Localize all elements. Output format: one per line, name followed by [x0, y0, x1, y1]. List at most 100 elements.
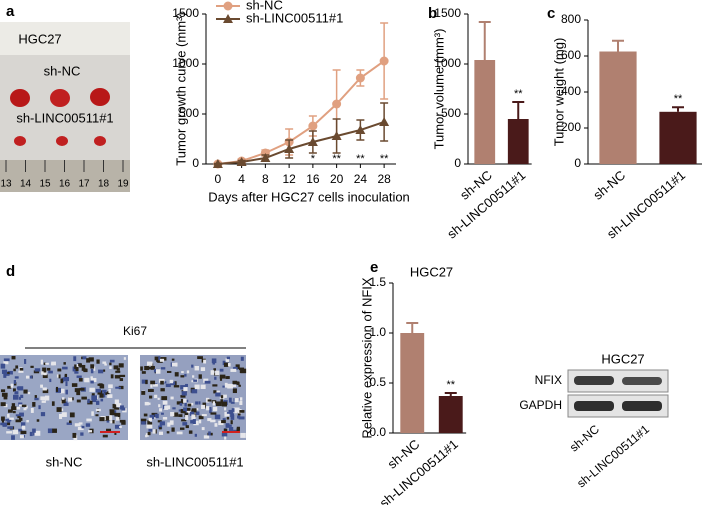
- ihc-cell: [225, 423, 230, 428]
- ihc-cell: [116, 368, 120, 371]
- ihc-cell: [14, 391, 19, 395]
- panel-label: c: [547, 5, 555, 22]
- ihc-cell: [167, 422, 171, 427]
- ihc-cell: [161, 412, 164, 415]
- ihc-cell: [210, 370, 215, 375]
- ihc-cell: [20, 430, 27, 435]
- ihc-cell: [88, 357, 94, 362]
- ihc-cell: [209, 408, 212, 414]
- ruler-label: 15: [39, 179, 51, 190]
- x-axis-label: Days after HGC27 cells inoculation: [208, 189, 410, 204]
- ihc-cell: [215, 392, 221, 397]
- ihc-cell: [224, 434, 227, 440]
- ihc-cell: [225, 413, 230, 417]
- ihc-cell: [215, 370, 220, 376]
- ihc-cell: [72, 366, 78, 372]
- ihc-cell: [198, 374, 202, 379]
- ihc-cell: [233, 407, 240, 410]
- annotation: **: [332, 153, 341, 165]
- ihc-cell: [108, 384, 113, 389]
- ihc-cell: [115, 370, 121, 373]
- ihc-cell: [106, 428, 112, 432]
- ihc-cell: [109, 366, 112, 369]
- ihc-cell: [196, 408, 199, 411]
- ihc-cell: [203, 435, 210, 439]
- ihc-cell: [226, 417, 230, 420]
- y-tick-label: 1000: [172, 56, 199, 70]
- ihc-cell: [63, 362, 66, 365]
- ihc-cell: [25, 375, 30, 379]
- tumor: [56, 136, 68, 146]
- ihc-cell: [95, 408, 101, 412]
- ihc-cell: [114, 399, 119, 405]
- ihc-cell: [9, 417, 14, 420]
- ihc-cell: [237, 411, 241, 416]
- y-axis-label: Tumor growth curve (mm³): [173, 12, 188, 165]
- ihc-cell: [153, 384, 158, 387]
- ihc-cell: [25, 405, 28, 409]
- error-bar: [478, 21, 491, 60]
- ruler-label: 13: [0, 179, 12, 190]
- ihc-cell: [81, 356, 84, 360]
- ihc-cell: [3, 395, 8, 400]
- ihc-cell: [32, 402, 36, 407]
- ihc-cell: [23, 407, 27, 411]
- ruler-label: 14: [20, 179, 32, 190]
- ihc-cell: [189, 411, 194, 416]
- ihc-cell: [149, 414, 155, 420]
- ihc-cell: [158, 356, 161, 361]
- bar: [507, 119, 529, 164]
- ihc-cell: [230, 368, 237, 372]
- ihc-cell: [11, 435, 15, 440]
- y-tick-label: 600: [561, 48, 581, 62]
- ihc-cell: [12, 410, 16, 414]
- point: [379, 56, 389, 66]
- tumor: [10, 89, 30, 107]
- ihc-cell: [74, 371, 79, 374]
- ihc-cell: [109, 413, 112, 417]
- ihc-cell: [160, 380, 164, 385]
- x-tick-label: 4: [238, 172, 245, 186]
- ihc-cell: [79, 365, 83, 368]
- ihc-cell: [181, 391, 187, 396]
- ihc-cell: [105, 416, 110, 421]
- ihc-cell: [0, 402, 6, 407]
- ihc-cell: [114, 431, 117, 435]
- ihc-cell: [7, 426, 14, 429]
- ihc-cell: [57, 368, 62, 372]
- ihc-cell: [166, 431, 170, 434]
- ihc-cell: [221, 432, 228, 437]
- ihc-cell: [87, 398, 90, 404]
- ihc-cell: [162, 404, 166, 409]
- ihc-cell: [7, 413, 10, 418]
- ihc-cell: [42, 374, 48, 379]
- ihc-cell: [208, 406, 212, 411]
- ihc-cell: [16, 386, 23, 390]
- error-bar: [512, 101, 525, 119]
- ihc-cell: [147, 389, 154, 393]
- ihc-cell: [239, 370, 246, 374]
- bar: [400, 333, 425, 433]
- ihc-cell: [43, 371, 47, 376]
- ihc-cell: [118, 363, 124, 368]
- y-tick-label: 1500: [172, 6, 199, 20]
- ihc-cell: [29, 431, 33, 437]
- ihc-cell: [147, 431, 151, 436]
- ihc-cell: [92, 398, 97, 403]
- ihc-cell: [150, 365, 155, 370]
- ihc-cell: [24, 359, 27, 364]
- ihc-cell: [58, 374, 61, 379]
- ihc-cell: [114, 412, 121, 417]
- ihc-cell: [19, 435, 24, 439]
- annotation: **: [356, 153, 365, 165]
- ihc-cell: [23, 389, 28, 394]
- ihc-cell: [47, 428, 53, 434]
- ihc-cell: [212, 384, 218, 387]
- ihc-cell: [121, 421, 126, 425]
- annotation: **: [674, 93, 683, 105]
- point: [331, 131, 342, 140]
- ihc-cell: [205, 397, 210, 403]
- ihc-cell: [185, 410, 192, 414]
- ihc-cell: [89, 387, 95, 392]
- ihc-cell: [165, 383, 171, 388]
